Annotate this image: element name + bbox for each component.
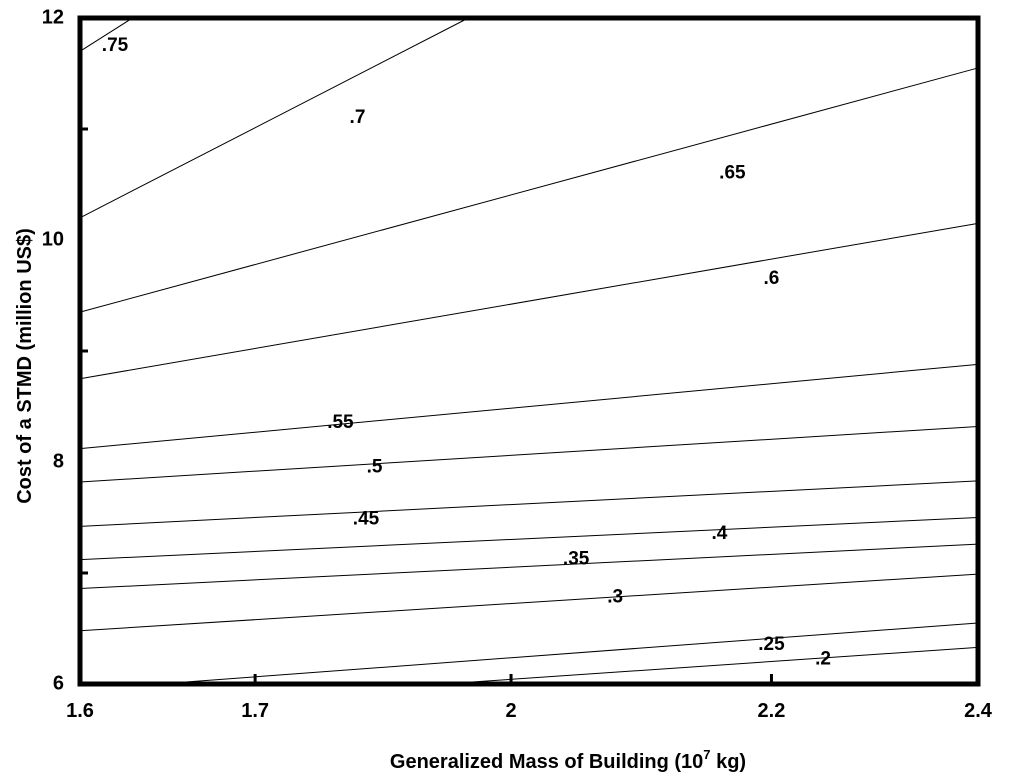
x-axis-title: Generalized Mass of Building (107 kg) [390, 747, 746, 773]
contour-label: .55 [327, 412, 354, 433]
contour-label: .75 [102, 35, 129, 56]
contour-line [79, 573, 979, 632]
contour-line [79, 480, 979, 527]
contour-labels: .75 .7 .65 .6 .55 .5 .45 .4 .35 .3 .25 .2 [102, 35, 831, 670]
contour-line [79, 543, 979, 590]
x-tick-label: 2 [505, 700, 516, 722]
axis-ticks [78, 127, 980, 684]
contour-label: .4 [711, 523, 727, 544]
contour-line [79, 67, 979, 313]
contour-label: .6 [764, 268, 780, 289]
contour-label: .35 [563, 549, 590, 570]
y-tick-label: 6 [53, 672, 64, 694]
contour-label: .25 [758, 634, 785, 655]
x-axis-title-superscript: 7 [703, 747, 710, 762]
contour-label: .45 [353, 509, 380, 530]
contour-line [158, 622, 979, 685]
x-tick-label: 1.6 [66, 700, 94, 722]
x-axis-title-unit: kg) [711, 751, 747, 773]
contour-line [79, 17, 133, 52]
y-axis-title: Cost of a STMD (million US$) [14, 228, 36, 504]
contour-line [79, 363, 979, 450]
contour-label: .65 [719, 162, 746, 183]
contour-label: .5 [367, 457, 383, 478]
contour-label: .3 [607, 586, 623, 607]
x-tick-label: 2.2 [758, 700, 786, 722]
contour-label: .7 [350, 107, 366, 128]
contour-label: .2 [815, 649, 831, 670]
x-tick-label: 2.4 [964, 700, 993, 722]
contour-line [79, 517, 979, 561]
contour-line [442, 646, 979, 685]
y-tick-label: 12 [42, 6, 64, 28]
x-tick-label: 1.7 [241, 700, 269, 722]
plot-frame [77, 15, 981, 687]
y-tick-label: 8 [53, 450, 64, 472]
contour-lines [79, 17, 979, 685]
contour-line [79, 17, 469, 219]
y-tick-label: 10 [42, 228, 64, 250]
contour-line [79, 222, 979, 380]
axis-tick-labels: 1.6 1.7 2 2.2 2.4 6 8 10 12 [42, 6, 993, 722]
contour-line [79, 425, 979, 483]
